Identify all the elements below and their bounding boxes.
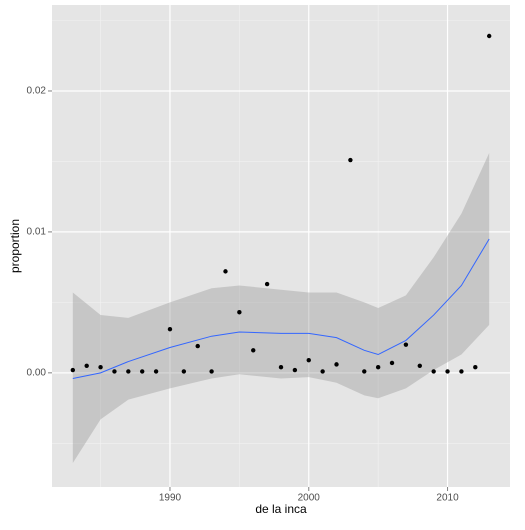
- point: [84, 363, 89, 368]
- y-tick-label: 0.01: [27, 227, 47, 238]
- point: [334, 362, 339, 367]
- x-tick-label: 2000: [298, 493, 321, 504]
- point: [112, 369, 117, 374]
- smooth-line: [72, 238, 490, 379]
- point: [126, 369, 131, 374]
- point: [459, 369, 464, 374]
- point: [223, 269, 228, 274]
- point: [181, 369, 187, 374]
- x-axis-label: de la inca: [255, 502, 307, 516]
- point: [320, 369, 325, 374]
- point: [140, 369, 145, 374]
- point: [431, 369, 436, 374]
- point: [195, 343, 200, 349]
- y-axis-label: proportion: [8, 219, 22, 273]
- point: [264, 281, 270, 287]
- point: [445, 369, 450, 374]
- point: [348, 157, 353, 163]
- point: [70, 367, 76, 373]
- y-tick-label: 0.02: [27, 86, 47, 97]
- point: [209, 369, 214, 374]
- point: [389, 360, 395, 366]
- point: [167, 326, 173, 332]
- point: [362, 369, 367, 374]
- point: [375, 365, 381, 370]
- confidence-band: [72, 152, 490, 464]
- point: [153, 369, 159, 374]
- point: [417, 363, 422, 368]
- point: [237, 310, 242, 315]
- point: [292, 367, 298, 373]
- panel: [52, 5, 510, 487]
- point: [306, 357, 311, 363]
- point: [473, 365, 478, 370]
- point: [403, 342, 409, 347]
- x-tick-label: 2010: [436, 493, 459, 504]
- x-tick-label: 1990: [159, 493, 182, 504]
- y-tick-label: 0.00: [27, 367, 47, 378]
- point: [486, 33, 492, 39]
- point: [278, 365, 284, 370]
- point: [251, 348, 256, 353]
- point: [98, 365, 103, 370]
